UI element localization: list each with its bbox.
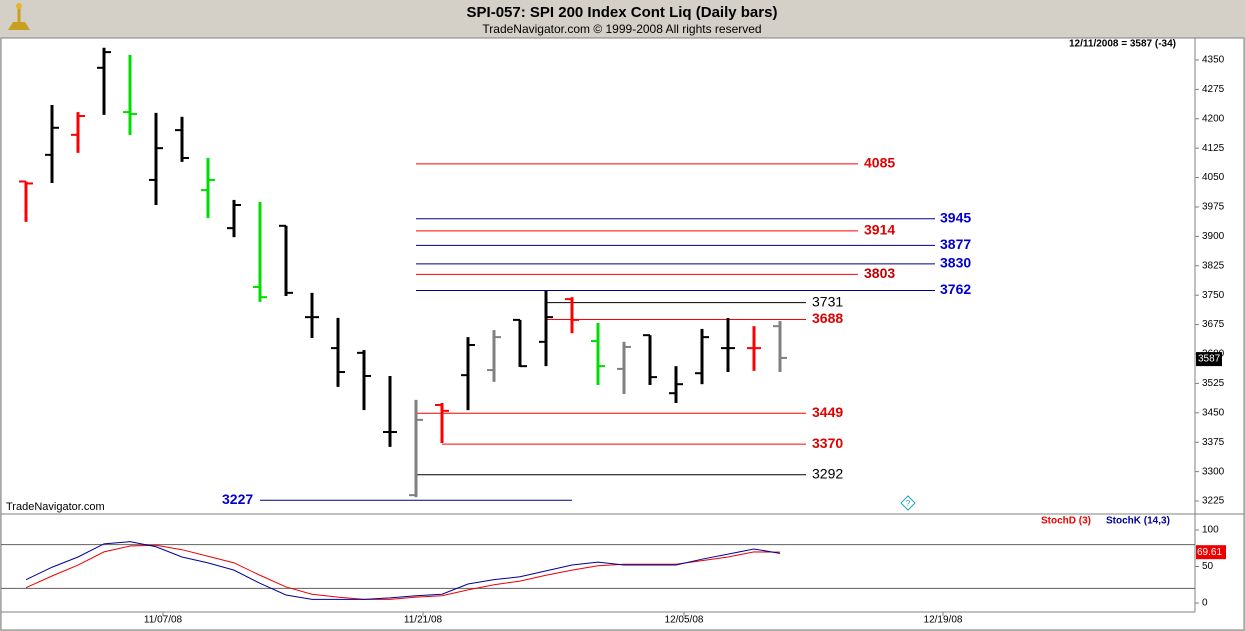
y-tick-label: 4050 xyxy=(1202,172,1225,183)
y-tick-label: 3675 xyxy=(1202,319,1225,330)
help-icon: ? xyxy=(900,495,916,511)
logo xyxy=(8,3,30,30)
y-tick-label: 3300 xyxy=(1202,466,1225,477)
chart-subtitle: TradeNavigator.com © 1999-2008 All right… xyxy=(482,22,761,36)
header-note: 12/11/2008 = 3587 (-34) xyxy=(1069,39,1176,50)
svg-text:?: ? xyxy=(906,499,911,508)
y-tick-label: 0 xyxy=(1202,598,1208,609)
chart-title: SPI-057: SPI 200 Index Cont Liq (Daily b… xyxy=(467,4,778,21)
y-tick-label: 3225 xyxy=(1202,496,1225,507)
level-label: 3370 xyxy=(812,435,843,451)
x-tick-label: 11/21/08 xyxy=(404,615,443,626)
level-label: 3731 xyxy=(812,293,843,309)
watermark: TradeNavigator.com xyxy=(6,501,105,513)
level-label: 4085 xyxy=(864,155,895,171)
legend-entry: StochD (3) xyxy=(1041,516,1091,527)
y-tick-label: 3975 xyxy=(1202,202,1225,213)
y-tick-label: 3900 xyxy=(1202,231,1225,242)
level-label: 3762 xyxy=(940,281,971,297)
last-value-label: 69.61 xyxy=(1197,547,1222,558)
level-label: 3945 xyxy=(940,209,971,225)
last-value-box xyxy=(1196,352,1222,367)
stoch-line xyxy=(25,541,781,600)
level-label: 3830 xyxy=(940,255,971,271)
y-tick-label: 3825 xyxy=(1202,260,1225,271)
last-value-box xyxy=(1196,545,1226,560)
y-tick-label: 4125 xyxy=(1202,143,1225,154)
y-tick-label: 3750 xyxy=(1202,290,1225,301)
y-tick-label: 4275 xyxy=(1202,84,1225,95)
y-tick-label: 50 xyxy=(1202,561,1214,572)
x-tick-label: 11/07/08 xyxy=(144,615,183,626)
y-tick-label: 3375 xyxy=(1202,437,1225,448)
level-label: 3688 xyxy=(812,310,843,326)
level-label: 3292 xyxy=(812,465,843,481)
level-label: 3877 xyxy=(940,236,971,252)
y-tick-label: 100 xyxy=(1202,525,1219,536)
y-tick-label: 3450 xyxy=(1202,407,1225,418)
level-label: 3227 xyxy=(222,491,253,507)
x-tick-label: 12/19/08 xyxy=(924,615,963,626)
y-tick-label: 3525 xyxy=(1202,378,1225,389)
legend-entry: StochK (14,3) xyxy=(1106,516,1170,527)
level-label: 3803 xyxy=(864,265,895,281)
y-tick-label: 4200 xyxy=(1202,113,1225,124)
level-label: 3914 xyxy=(864,222,895,238)
last-value-label: 3587 xyxy=(1198,354,1221,365)
level-label: 3449 xyxy=(812,404,843,420)
x-tick-label: 12/05/08 xyxy=(665,615,704,626)
y-tick-label: 4350 xyxy=(1202,55,1225,66)
plot-area xyxy=(0,37,1245,631)
